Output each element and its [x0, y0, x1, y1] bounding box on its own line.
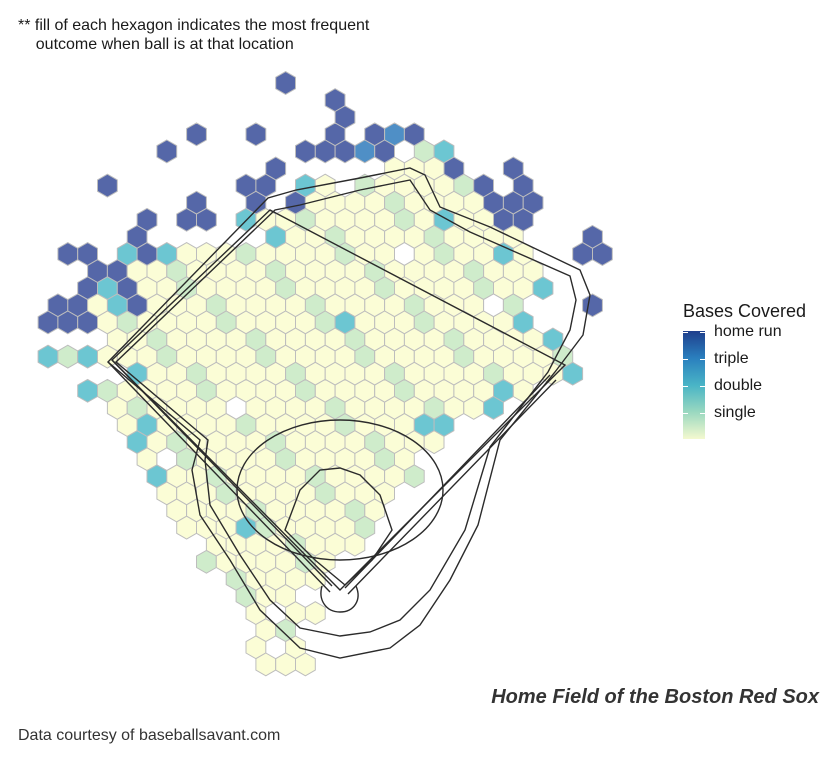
- legend-colorbar: [683, 331, 705, 439]
- legend-label-single: single: [714, 404, 756, 421]
- hexagon-single: [403, 464, 425, 489]
- footnote: ** fill of each hexagon indicates the mo…: [18, 17, 370, 53]
- home-circle-line: [320, 585, 359, 613]
- legend-tick-triple: [683, 359, 705, 360]
- hexagon-home-run: [97, 173, 118, 198]
- hexagon-single: [196, 549, 217, 574]
- legend-label-double: double: [714, 377, 763, 394]
- foul-line-left: [107, 359, 333, 593]
- legend-tick-single: [683, 413, 705, 414]
- hexagon-single: [57, 344, 79, 369]
- hexagon-layer: [37, 71, 613, 677]
- hexagon-home-run: [37, 310, 59, 335]
- hexagon-home-run: [572, 242, 593, 266]
- hexagon-home-run: [77, 310, 98, 335]
- legend-label-triple: triple: [714, 350, 749, 367]
- hexagon-home-run: [186, 122, 207, 147]
- mound-dirt-line: [284, 467, 393, 586]
- hexagon-double: [37, 344, 59, 369]
- legend-label-home-run: home run: [714, 323, 782, 340]
- hexagon-double: [483, 395, 504, 420]
- hexagon-double: [77, 378, 98, 403]
- foul-line-right: [344, 374, 557, 595]
- hexagon-single: [463, 395, 485, 420]
- hexagon-home-run: [57, 310, 79, 335]
- hexagon-home-run: [156, 139, 178, 164]
- warning-track-line: [114, 179, 577, 637]
- hexagon-home-run: [275, 71, 296, 95]
- hexagon-single: [275, 652, 296, 677]
- hexagon-single: [512, 378, 534, 403]
- hexagon-home-run: [592, 242, 613, 266]
- hexagon-single: [304, 601, 326, 626]
- hexagon-home-run: [196, 207, 217, 232]
- hexagon-single: [295, 652, 316, 677]
- legend-title: Bases Covered: [683, 301, 807, 321]
- hexagon-home-run: [295, 139, 316, 164]
- hexagon-home-run: [582, 293, 603, 318]
- infield-diamond-line: [110, 209, 567, 591]
- hexagon-home-run: [176, 207, 197, 232]
- field-outline: [106, 167, 591, 659]
- hexagon-single: [97, 344, 118, 369]
- legend-tick-home-run: [683, 332, 705, 333]
- data-source-caption: Data courtesy of baseballsavant.com: [18, 727, 281, 744]
- hexagon-home-run: [314, 139, 336, 164]
- hexagon-double: [562, 361, 584, 386]
- hexagon-home-run: [334, 139, 356, 164]
- hexagon-double: [532, 276, 554, 301]
- hexagon-single: [176, 515, 197, 540]
- hexagon-home-run: [57, 242, 79, 266]
- hexagon-double: [77, 344, 98, 369]
- chart-title: Home Field of the Boston Red Sox: [491, 686, 819, 708]
- hexagon-triple: [354, 139, 376, 164]
- outer-wall-line: [106, 167, 591, 659]
- hexagon-single: [344, 532, 366, 557]
- hexagon-single: [423, 430, 445, 455]
- hexagon-home-run: [245, 122, 267, 147]
- infield-arc: [236, 419, 444, 561]
- hexagon-single: [255, 652, 277, 677]
- legend-tick-double: [683, 386, 705, 387]
